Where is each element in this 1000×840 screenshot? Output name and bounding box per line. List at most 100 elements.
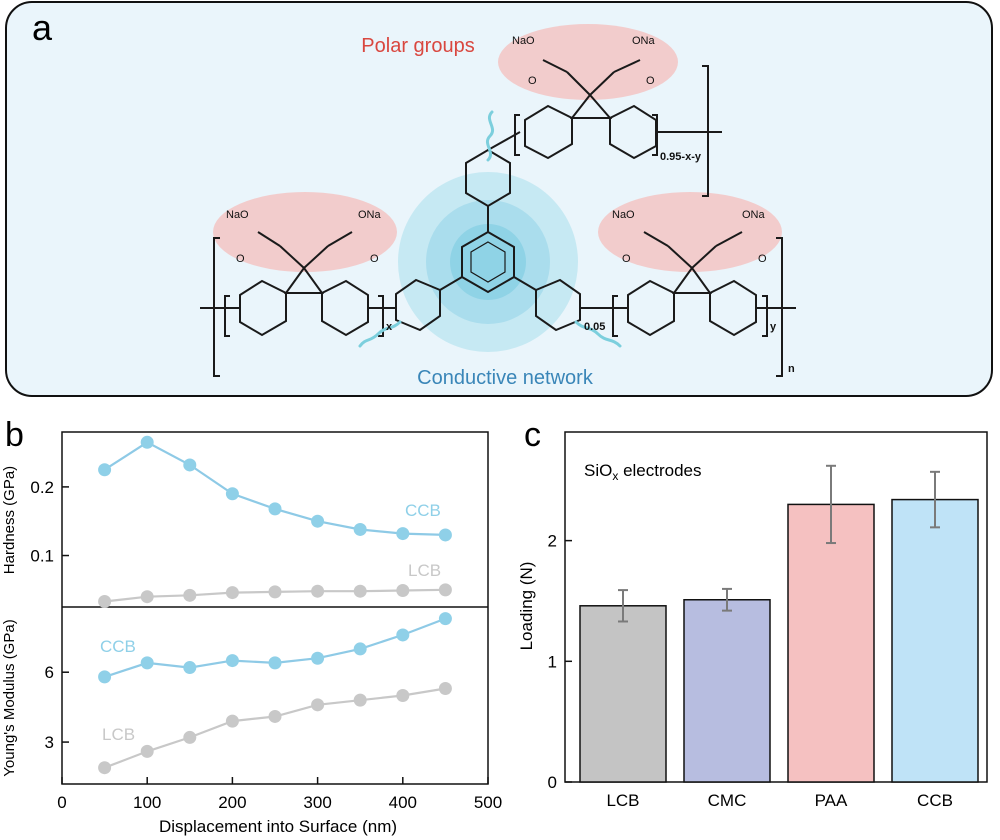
modulus-axis: 36 [45,663,69,752]
polar-group-highlight-top [498,24,678,100]
label-o-top-right: O [646,75,655,87]
label-ona-left: ONa [358,209,382,221]
modulus-legend-ccb: CCB [100,637,136,656]
loading-bars [579,498,979,783]
modulus-point-lcb [183,730,197,744]
loading-category-label: LCB [606,791,639,810]
hardness-point-ccb [438,528,452,542]
conductive-network-label: Conductive network [417,367,594,389]
hardness-line-ccb [104,441,446,536]
modulus-point-ccb [98,670,112,684]
modulus-ytick-label: 3 [45,733,54,752]
conductive-wave-lines [358,110,622,348]
conductive-network-glow [398,172,578,352]
modulus-points [98,612,452,775]
subscript-left: x [386,321,393,333]
modulus-line-lcb [104,687,446,769]
modulus-point-ccb [183,661,197,675]
loading-title-sub: x [612,469,618,483]
hardness-point-ccb [140,435,154,449]
hardness-point-lcb [140,590,154,604]
polymer-structure [200,59,796,377]
panel-b-frame [61,431,489,785]
modulus-point-lcb [140,744,154,758]
hardness-ylabel: Hardness (GPa) [1,466,18,574]
modulus-lines [104,617,446,769]
hardness-point-ccb [225,487,239,501]
modulus-point-ccb [396,628,410,642]
modulus-point-lcb [311,698,325,712]
subscript-core: 0.05 [584,321,605,333]
modulus-point-ccb [140,656,154,670]
label-ona-right: ONa [742,209,766,221]
hardness-point-lcb [183,588,197,602]
hardness-lines [104,441,446,603]
hardness-point-ccb [98,463,112,477]
modulus-point-lcb [225,714,239,728]
subscript-top: 0.95-x-y [660,151,702,163]
modulus-point-lcb [268,709,282,723]
loading-category-label: CMC [708,791,747,810]
hardness-point-ccb [311,514,325,528]
displacement-x-axis: 0 100 200 300 400 500 [57,777,502,812]
label-nao-right: NaO [612,209,635,221]
hardness-point-ccb [268,502,282,516]
loading-ytick-label: 0 [548,773,557,792]
displacement-xtick-label: 200 [218,793,246,812]
displacement-xtick-label: 500 [474,793,502,812]
modulus-legend-lcb: LCB [102,725,135,744]
modulus-point-lcb [98,761,112,775]
loading-title: SiOx electrodes [584,461,702,483]
modulus-ytick-label: 6 [45,663,54,682]
loading-axis: 0 1 2 [548,532,572,792]
modulus-point-ccb [311,651,325,665]
hardness-point-ccb [353,522,367,536]
subscript-labels: 0.95-x-y x 0.05 y n [386,151,795,375]
label-o-right-left: O [622,253,631,265]
hardness-point-lcb [225,586,239,600]
displacement-xlabel: Displacement into Surface (nm) [159,817,397,836]
modulus-point-ccb [225,654,239,668]
loading-title-rest: electrodes [618,461,701,480]
polar-groups-label: Polar groups [361,35,474,57]
displacement-xtick-label: 0 [57,793,66,812]
modulus-point-lcb [438,682,452,696]
loading-ytick-label: 2 [548,532,557,551]
polar-group-highlight-left [213,192,397,272]
label-nao-top: NaO [512,35,535,47]
displacement-xtick-label: 300 [303,793,331,812]
modulus-point-ccb [268,656,282,670]
hardness-point-lcb [438,583,452,597]
hardness-points [98,435,452,609]
panel-b: b 0.10.2 Hardness (GPa) CCB LCB 36 Young… [1,416,502,836]
hardness-ytick-label: 0.2 [30,478,54,497]
hardness-point-lcb [98,595,112,609]
label-nao-left: NaO [226,209,249,221]
panel-a-label: a [32,7,53,48]
loading-bar-lcb [579,605,667,783]
hardness-ytick-label: 0.1 [30,547,54,566]
displacement-xtick-label: 400 [389,793,417,812]
hardness-point-lcb [268,585,282,599]
label-o-left-right: O [370,253,379,265]
subscript-right: y [770,321,777,333]
hardness-legend-lcb: LCB [408,561,441,580]
hardness-point-lcb [353,584,367,598]
hardness-point-ccb [396,527,410,541]
hardness-axis: 0.1 0.2 [30,478,69,566]
hardness-point-ccb [183,458,197,472]
polar-group-highlight-right [598,192,782,272]
subscript-chain: n [788,363,795,375]
hardness-point-lcb [311,584,325,598]
panel-a: a [5,1,993,397]
modulus-point-lcb [396,689,410,702]
loading-category-label: PAA [815,791,848,810]
modulus-point-lcb [353,693,367,707]
modulus-ylabel: Young's Modulus (GPa) [1,619,18,776]
loading-bar-cmc [683,599,771,783]
loading-errors [618,464,940,623]
displacement-xtick-label: 100 [133,793,161,812]
modulus-point-ccb [353,642,367,656]
loading-title-main: SiO [584,461,612,480]
label-o-right-right: O [758,253,767,265]
